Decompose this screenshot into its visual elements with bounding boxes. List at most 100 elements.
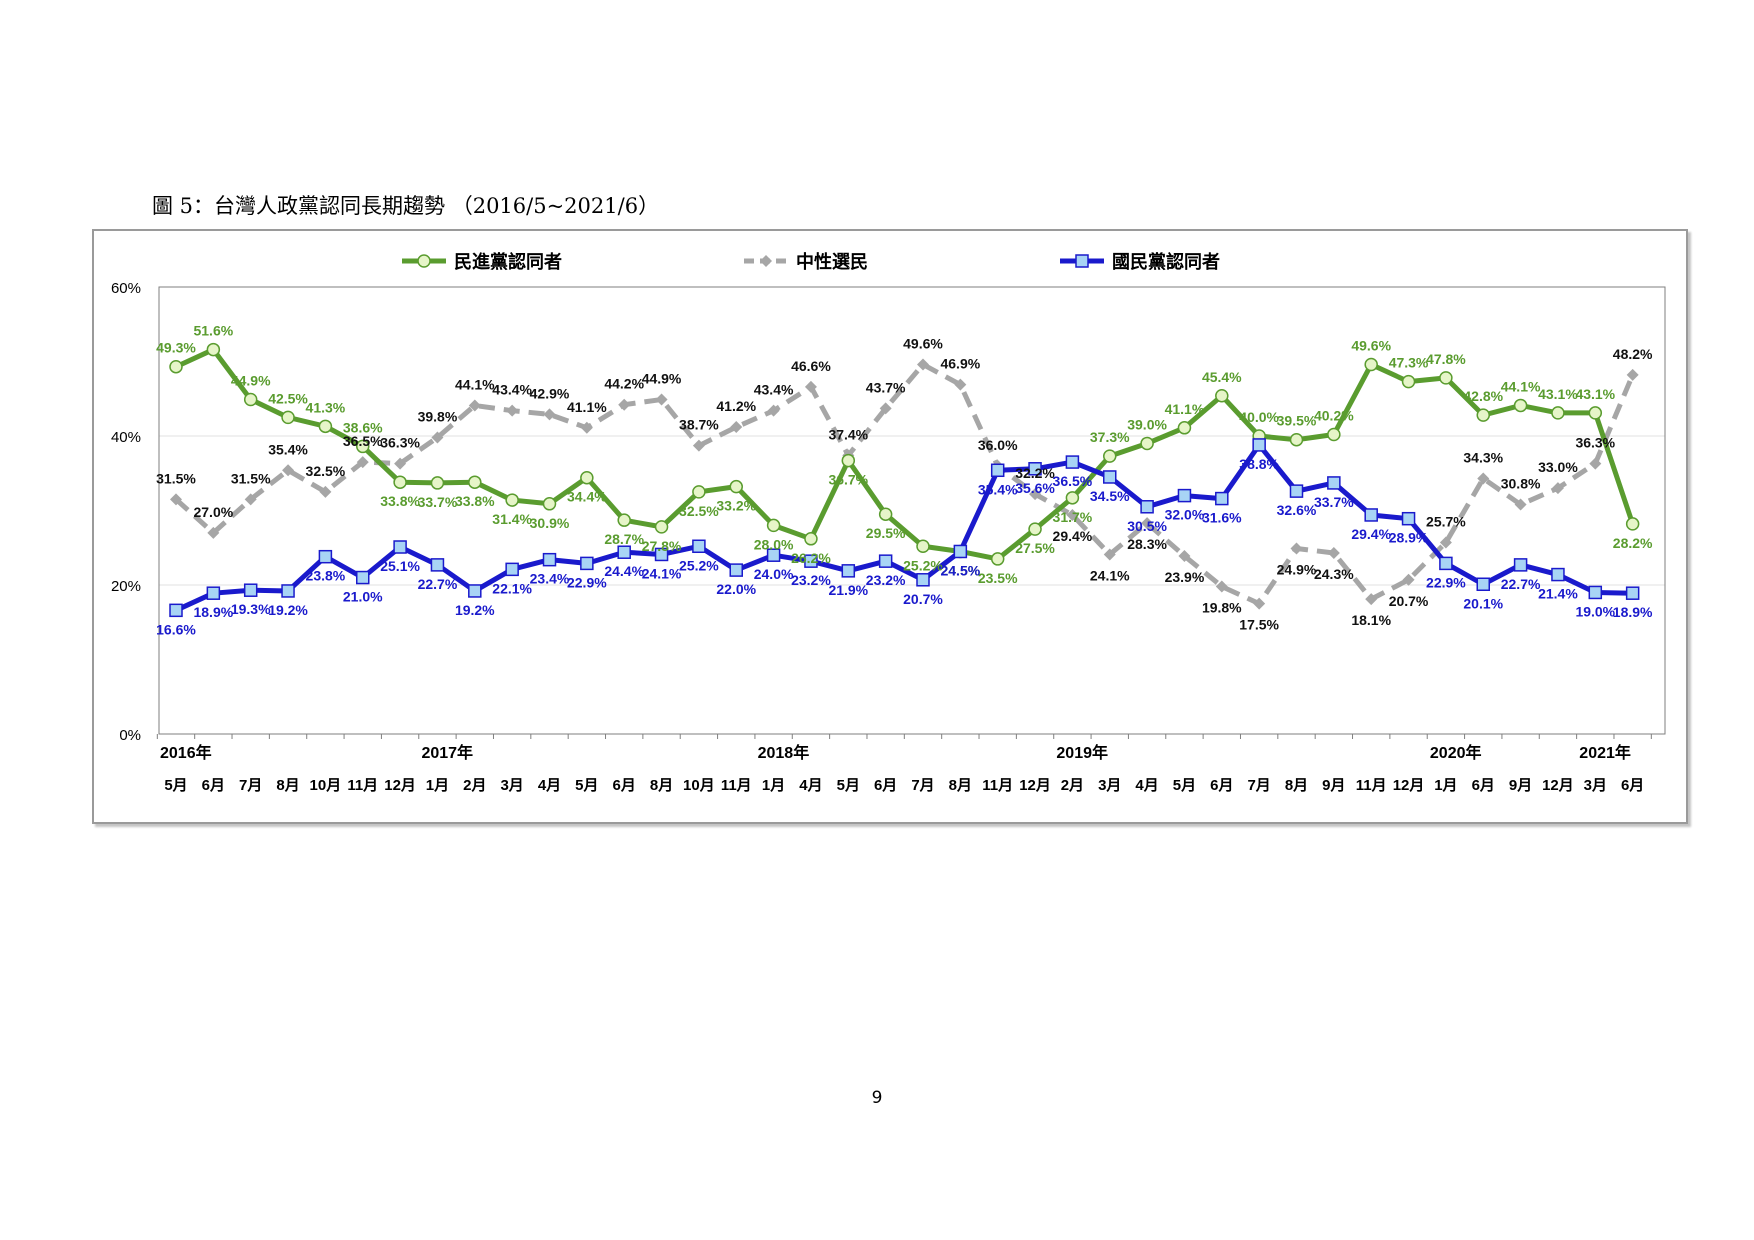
x-month-label: 5月 xyxy=(1173,777,1196,794)
data-label: 47.3% xyxy=(1389,355,1429,371)
series-line xyxy=(174,442,1633,613)
data-point-marker xyxy=(243,583,258,597)
data-label: 27.5% xyxy=(1015,540,1055,556)
data-point-marker xyxy=(356,570,370,585)
data-label: 39.8% xyxy=(418,408,458,424)
data-label: 44.1% xyxy=(1501,378,1541,394)
data-label: 36.3% xyxy=(1575,435,1615,451)
data-label: 37.4% xyxy=(828,426,868,442)
legend: 民進黨認同者 中性選民 國民黨認同者 xyxy=(402,251,1220,272)
data-label: 32.5% xyxy=(306,463,346,479)
data-label: 49.3% xyxy=(156,340,196,356)
data-label: 41.1% xyxy=(567,399,607,415)
data-label: 49.6% xyxy=(1351,337,1391,353)
x-month-label: 1月 xyxy=(426,777,449,794)
data-label: 36.3% xyxy=(380,435,420,451)
data-label: 37.3% xyxy=(1090,429,1130,445)
data-label: 27.8% xyxy=(642,538,682,554)
data-point-marker xyxy=(1439,536,1452,549)
data-label: 43.4% xyxy=(492,382,532,398)
y-tick-label: 40% xyxy=(111,429,141,446)
data-label: 41.3% xyxy=(306,399,346,415)
data-point-marker xyxy=(1103,548,1116,561)
data-label: 44.1% xyxy=(455,376,495,392)
data-point-marker xyxy=(1588,406,1603,420)
data-point-marker xyxy=(1588,585,1603,600)
data-point-marker xyxy=(1439,371,1453,385)
data-label: 19.3% xyxy=(231,601,271,617)
data-point-marker xyxy=(618,398,631,411)
data-point-marker xyxy=(207,526,220,539)
data-point-marker xyxy=(804,554,818,568)
data-point-marker xyxy=(1327,427,1341,442)
data-point-marker xyxy=(1290,542,1303,555)
data-point-marker xyxy=(1364,508,1378,522)
data-point-marker xyxy=(356,439,370,454)
data-label: 25.2% xyxy=(679,557,719,573)
legend-label: 國民黨認同者 xyxy=(1112,251,1220,272)
data-point-marker xyxy=(1141,517,1154,530)
data-label: 32.2% xyxy=(1015,465,1055,481)
data-label: 16.6% xyxy=(156,621,196,637)
data-point-marker xyxy=(506,404,519,417)
data-point-marker xyxy=(804,380,817,393)
data-point-marker xyxy=(729,563,743,577)
data-label: 46.9% xyxy=(940,356,980,372)
data-point-marker xyxy=(580,556,594,571)
data-point-marker xyxy=(281,410,295,425)
data-label: 35.6% xyxy=(1015,480,1055,496)
data-label: 41.1% xyxy=(1165,401,1205,417)
data-label: 22.7% xyxy=(1501,576,1541,592)
data-label: 44.2% xyxy=(604,376,644,392)
data-point-marker xyxy=(1327,476,1341,490)
x-month-label: 2月 xyxy=(463,777,486,794)
data-label: 33.0% xyxy=(1538,459,1578,475)
x-month-label: 8月 xyxy=(949,777,972,794)
data-point-marker xyxy=(655,393,668,406)
x-month-label: 4月 xyxy=(538,777,561,794)
data-point-marker xyxy=(617,545,631,559)
x-month-label: 11月 xyxy=(1356,777,1387,794)
data-point-marker xyxy=(1177,488,1192,503)
data-label: 24.1% xyxy=(642,565,682,581)
data-point-marker xyxy=(206,342,221,357)
data-point-marker xyxy=(1477,472,1490,485)
data-point-marker xyxy=(505,562,519,577)
x-month-label: 3月 xyxy=(500,777,523,794)
data-label: 33.7% xyxy=(1314,494,1354,510)
x-month-label: 5月 xyxy=(164,777,187,794)
data-point-marker xyxy=(1066,508,1079,521)
x-month-label: 6月 xyxy=(1472,777,1495,794)
data-label: 25.7% xyxy=(1426,514,1466,530)
data-point-marker xyxy=(990,552,1005,566)
x-month-label: 3月 xyxy=(1584,777,1607,794)
data-point-marker xyxy=(730,421,743,434)
data-label: 49.6% xyxy=(903,335,943,351)
data-label: 30.9% xyxy=(530,515,570,531)
x-month-label: 6月 xyxy=(613,777,636,794)
data-label: 39.0% xyxy=(1127,416,1167,432)
data-label: 43.1% xyxy=(1575,386,1615,402)
data-label: 22.0% xyxy=(716,581,756,597)
data-label: 18.1% xyxy=(1351,612,1391,628)
party-identification-line-chart: 0% 20% 40% 60% 2016年 2017年 2018年 2019年 2020年 2021… xyxy=(111,251,1666,794)
data-point-marker xyxy=(580,421,593,434)
data-point-marker xyxy=(1476,577,1490,592)
x-month-label: 3月 xyxy=(1098,777,1121,794)
data-point-marker xyxy=(767,404,780,417)
data-point-marker xyxy=(1177,421,1192,435)
data-label: 30.5% xyxy=(1127,518,1167,534)
data-point-marker xyxy=(1513,398,1528,413)
data-point-marker xyxy=(468,399,481,412)
data-label: 33.8% xyxy=(455,493,495,509)
data-point-marker xyxy=(1364,357,1378,372)
x-month-label: 6月 xyxy=(202,777,225,794)
data-point-marker xyxy=(1065,455,1080,469)
data-label: 19.2% xyxy=(455,602,495,618)
data-point-marker xyxy=(841,564,856,578)
data-label: 31.5% xyxy=(231,470,271,486)
data-point-marker xyxy=(766,518,781,533)
data-point-marker xyxy=(356,456,369,469)
x-month-label: 11月 xyxy=(347,777,378,794)
data-point-marker xyxy=(1401,374,1416,389)
